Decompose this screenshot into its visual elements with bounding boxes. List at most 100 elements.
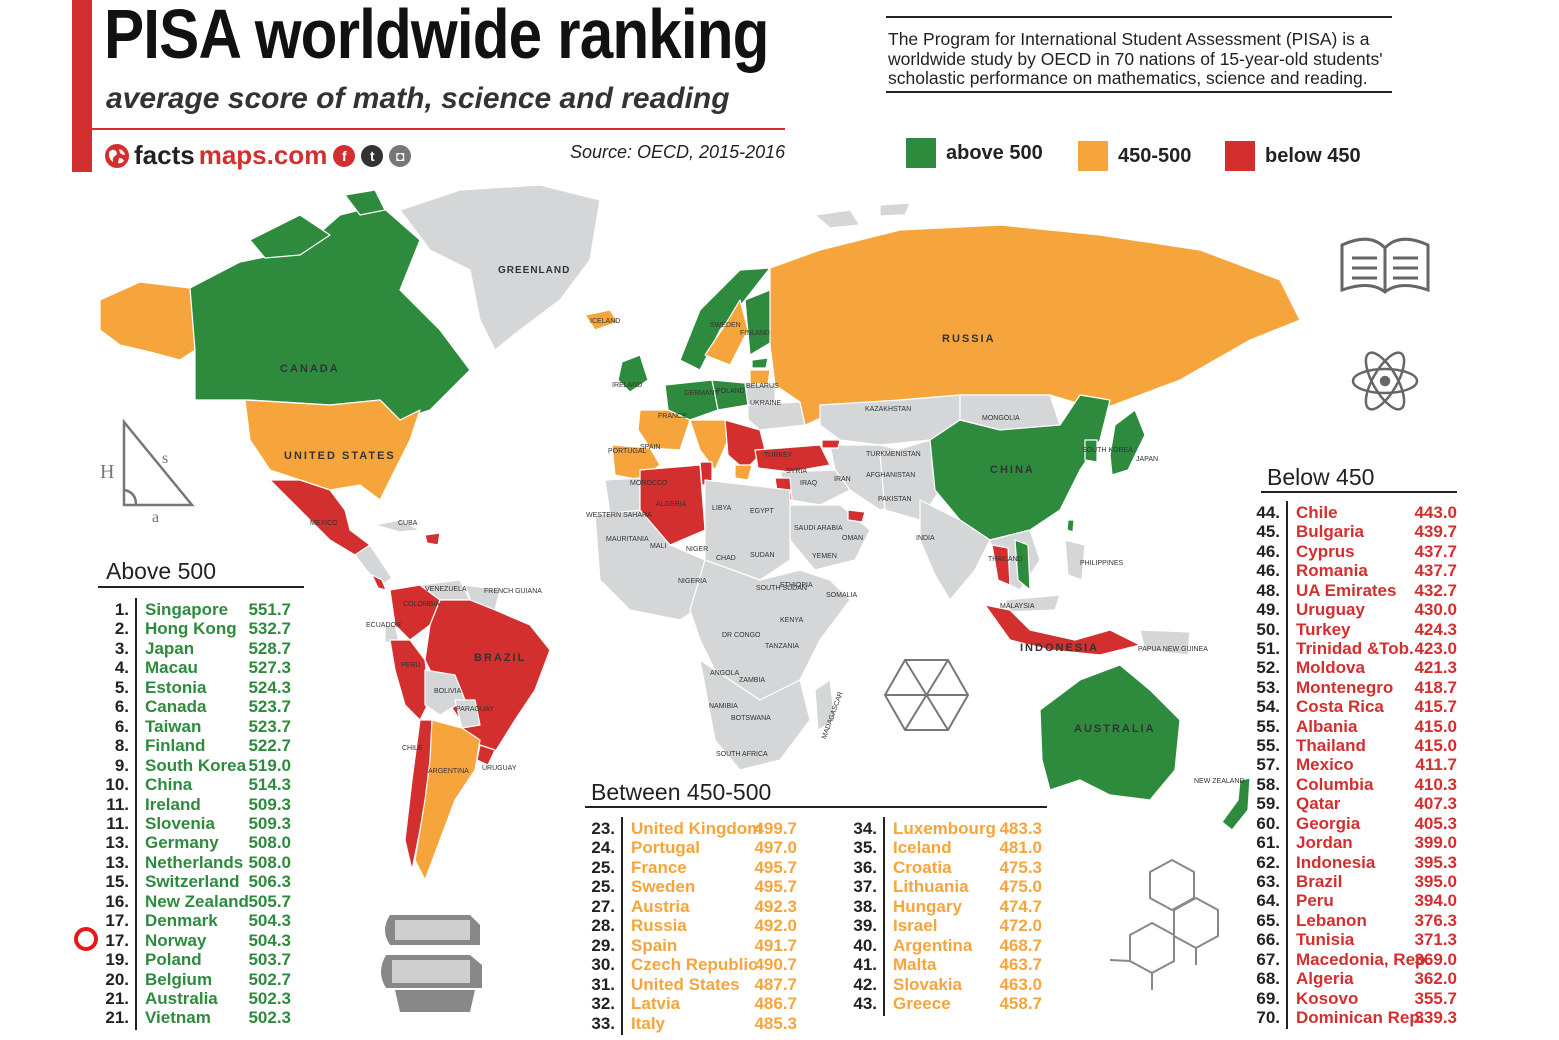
country-name: Bulgaria [1296,522,1365,542]
map-label-zambia: ZAMBIA [739,677,766,684]
country-score: 424.3 [1414,619,1457,639]
legend-item-below-450: below 450 [1225,141,1361,171]
country-score: 502.3 [248,1008,291,1028]
country-name: Columbia [1296,774,1374,794]
brand[interactable]: facts maps.com f t ◘ [104,140,412,171]
country-name: United Kingdom [631,819,763,838]
country-score: 509.3 [248,813,291,833]
map-label-ireland: IRELAND [612,382,643,389]
country-name: Austria [631,896,690,916]
map-label-poland: POLAND [716,388,745,395]
country-score: 504.3 [248,911,291,931]
region-netherlands-germany [664,379,719,421]
country-score: 505.7 [248,891,291,911]
country-name: Croatia [893,857,952,877]
country-score: 362.0 [1414,969,1457,989]
country-name: Montenegro [1296,677,1394,697]
rank-number: 16. [105,891,129,911]
country-score: 432.7 [1414,580,1457,600]
region-sweden [704,299,749,366]
map-label-turkey: TURKEY [764,452,793,459]
country-name: Dominican Rep. [1296,1007,1425,1027]
country-name: Greece [893,994,951,1014]
country-score: 339.3 [1414,1007,1457,1027]
region-thailand [991,544,1011,586]
accent-bar [72,0,92,172]
region-new-zealand [1221,777,1251,831]
region-ireland-uk [617,354,649,393]
country-score: 395.3 [1414,852,1457,872]
region-russia [769,224,1301,426]
title-rule [92,128,785,130]
country-name: Algeria [1296,969,1354,989]
country-score: 527.3 [248,658,291,678]
map-label-morocco: MOROCCO [630,480,668,487]
region-iceland [584,309,619,331]
country-score: 405.3 [1414,813,1457,833]
country-score: 463.7 [999,955,1042,975]
region-southern-africa [699,659,811,771]
facebook-icon[interactable]: f [333,144,356,167]
country-name: Hong Kong [145,619,237,639]
region-turkey [754,444,831,473]
country-name: Italy [631,1013,666,1033]
region-india [919,499,991,601]
description-text: The Program for International Student As… [888,29,1383,88]
country-score: 437.7 [1414,541,1457,561]
rank-number: 53. [1256,677,1280,697]
rank-number: 43. [853,994,877,1014]
country-score: 394.0 [1414,891,1457,911]
country-score: 415.7 [1414,697,1457,717]
region-taiwan [1066,519,1075,533]
instagram-icon[interactable]: ◘ [389,144,412,167]
rank-number: 19. [105,950,129,970]
country-name: Ireland [145,794,201,814]
rank-number: 55. [1256,736,1280,756]
country-score: 439.7 [1414,522,1457,542]
map-label-dr-congo: DR CONGO [722,632,761,639]
country-score: 376.3 [1414,910,1457,930]
country-score: 490.7 [754,955,797,975]
region-argentina [414,719,481,881]
country-name: Qatar [1296,794,1341,814]
book-icon [1340,237,1430,294]
legend-swatch-red [1225,141,1255,171]
rank-number: 46. [1256,561,1280,581]
country-name: Cyprus [1296,541,1355,561]
region-greenland [399,184,601,351]
rank-number: 39. [853,916,877,936]
rank-number: 68. [1256,969,1280,989]
map-label-libya: LIBYA [712,505,732,512]
region-balkans [724,419,766,471]
country-name: Slovenia [145,813,215,833]
source-note: Source: OECD, 2015-2016 [570,142,786,162]
rank-number: 58. [1256,774,1280,794]
country-score: 487.7 [754,974,797,994]
page-title: PISA worldwide ranking [104,0,769,73]
region-norway [679,267,771,371]
country-score: 472.0 [999,916,1042,936]
country-name: Slovakia [893,974,962,994]
map-label-mongolia: MONGOLIA [982,415,1020,422]
country-score: 399.0 [1414,833,1457,853]
brand-maps: maps.com [198,140,328,170]
region-madagascar [814,679,836,731]
rank-number: 35. [853,838,877,858]
rank-number: 23. [591,819,615,838]
country-score: 495.7 [754,857,797,877]
map-label-turkmenistan: TURKMENISTAN [866,451,921,458]
panel-title-above-500: Above 500 [106,558,216,584]
rank-number: 9. [114,755,129,775]
map-label-somalia: SOMALIA [826,592,858,599]
rank-number: 57. [1256,755,1280,775]
map-label-south-sudan: SOUTH SUDAN [756,585,807,592]
rank-number: 6. [114,697,129,717]
region-vietnam [1014,539,1031,591]
twitter-icon[interactable]: t [361,144,384,167]
region-usa [244,399,421,501]
country-name: Vietnam [145,1008,211,1028]
country-name: Finland [145,736,206,756]
country-name: Norway [145,930,207,950]
rank-number: 24. [591,838,615,858]
country-score: 492.0 [754,916,797,936]
